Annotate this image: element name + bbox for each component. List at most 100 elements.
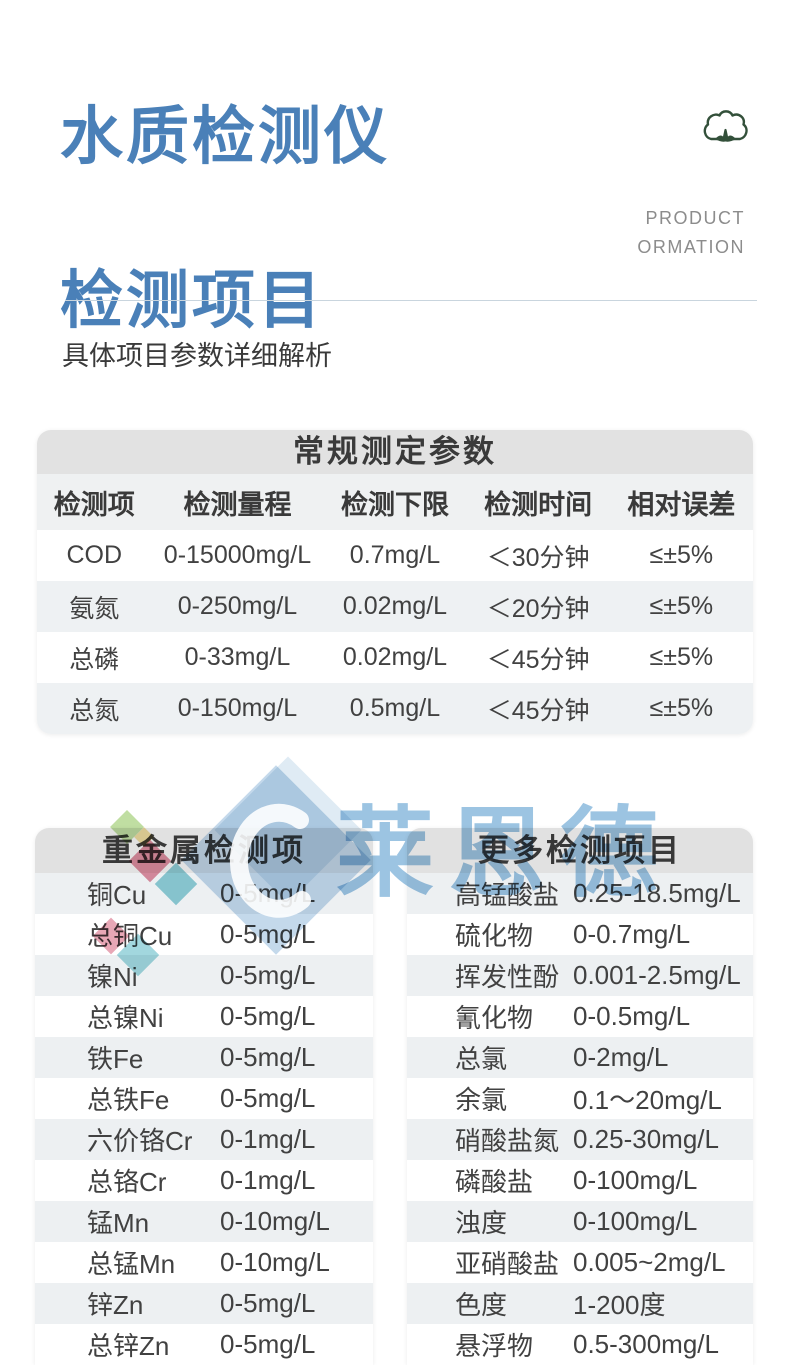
item-range: 0-5mg/L [220,1329,316,1359]
list-item: 高锰酸盐 0.25-18.5mg/L [407,873,753,914]
item-name: 六价铬Cr [87,1126,193,1156]
item-range: 0-5mg/L [220,878,316,908]
cell-item: 总氮 [69,696,120,725]
spacer [35,975,87,976]
item-name: 镍Ni [87,962,138,992]
item-range: 0-1mg/L [220,1124,316,1154]
cell-error: ≤±5% [649,592,714,620]
list-item: 硝酸盐氮 0.25-30mg/L [407,1119,753,1160]
spacer [407,1139,455,1140]
cell-item: 总磷 [69,645,120,674]
item-range: 0-5mg/L [220,1001,316,1031]
column-header: 检测时间 [484,489,593,520]
heavy-metals-panel: 重金属检测项 铜Cu 0-5mg/L 总铜Cu 0-5mg/L 镍Ni 0-5m… [35,828,373,1365]
list-item: 总铁Fe 0-5mg/L [35,1078,373,1119]
list-item: 浊度 0-100mg/L [407,1201,753,1242]
item-name: 悬浮物 [455,1331,534,1361]
item-range: 0-1mg/L [220,1165,316,1195]
spacer [407,1344,455,1345]
item-range: 0-2mg/L [573,1042,669,1072]
item-name: 总氯 [455,1044,508,1074]
cell-range: 0-150mg/L [177,694,298,722]
spacer [407,975,455,976]
item-range: 0-5mg/L [220,1288,316,1318]
cell-lower-limit: 0.5mg/L [349,694,441,722]
table-header-row: 检测项 检测量程 检测下限 检测时间 相对误差 [37,474,753,530]
more-items-panel: 更多检测项目 高锰酸盐 0.25-18.5mg/L 硫化物 0-0.7mg/L … [407,828,753,1365]
list-item: 总镍Ni 0-5mg/L [35,996,373,1037]
item-name: 铁Fe [87,1044,144,1074]
column-header: 检测量程 [183,489,292,520]
item-range: 1-200度 [573,1290,666,1320]
spacer [407,1098,455,1099]
spacer [407,1016,455,1017]
item-name: 磷酸盐 [455,1167,534,1197]
spacer [407,893,455,894]
item-name: 总铁Fe [87,1085,170,1115]
list-item: 铁Fe 0-5mg/L [35,1037,373,1078]
item-name: 锌Zn [87,1290,144,1320]
page-title-line2: 检测项目 [60,266,324,336]
cell-range: 0-250mg/L [177,592,298,620]
list-item: 总锌Zn 0-5mg/L [35,1324,373,1365]
spacer [35,1098,87,1099]
spacer [407,1303,455,1304]
cotton-icon [703,110,748,142]
spacer [35,1344,87,1345]
spacer [35,1303,87,1304]
spacer [35,1180,87,1181]
cell-time: ＜30分钟 [486,543,590,572]
cell-lower-limit: 0.7mg/L [349,541,441,569]
item-name: 锰Mn [87,1208,150,1238]
heavy-metals-list: 铜Cu 0-5mg/L 总铜Cu 0-5mg/L 镍Ni 0-5mg/L 总镍N… [35,873,373,1365]
cell-error: ≤±5% [649,694,714,722]
spacer [35,1057,87,1058]
cell-lower-limit: 0.02mg/L [342,592,448,620]
list-item: 磷酸盐 0-100mg/L [407,1160,753,1201]
item-name: 硫化物 [455,921,534,951]
item-name: 色度 [455,1290,508,1320]
item-range: 0.001-2.5mg/L [573,960,741,990]
cell-time: ＜45分钟 [486,645,590,674]
spacer [35,1262,87,1263]
subtitle: 具体项目参数详细解析 [62,341,332,371]
standard-parameters-title: 常规测定参数 [37,430,753,474]
list-item: 总铜Cu 0-5mg/L [35,914,373,955]
item-name: 总镍Ni [87,1003,164,1033]
item-name: 氰化物 [455,1003,534,1033]
item-name: 挥发性酚 [455,962,560,992]
corner-caption-line1: PRODUCT [645,208,745,228]
item-range: 0.005~2mg/L [573,1247,726,1277]
spacer [35,1221,87,1222]
standard-parameters-table: 常规测定参数 检测项 检测量程 检测下限 检测时间 相对误差 COD 0-150… [37,430,753,734]
table-row: 总氮 0-150mg/L 0.5mg/L ＜45分钟 ≤±5% [37,683,753,734]
column-header: 检测项 [53,489,135,520]
item-range: 0-100mg/L [573,1206,698,1236]
list-item: 硫化物 0-0.7mg/L [407,914,753,955]
corner-caption: PRODUCT ORMATION [637,204,745,262]
list-item: 镍Ni 0-5mg/L [35,955,373,996]
item-range: 0-5mg/L [220,1042,316,1072]
item-range: 0-10mg/L [220,1247,330,1277]
heavy-metals-title: 重金属检测项 [35,828,373,873]
item-name: 浊度 [455,1208,508,1238]
table-row: COD 0-15000mg/L 0.7mg/L ＜30分钟 ≤±5% [37,530,753,581]
item-range: 0-0.5mg/L [573,1001,691,1031]
more-items-list: 高锰酸盐 0.25-18.5mg/L 硫化物 0-0.7mg/L 挥发性酚 0.… [407,873,753,1365]
item-range: 0-5mg/L [220,1083,316,1113]
page-title-line1: 水质检测仪 [60,102,390,172]
item-name: 余氯 [455,1085,508,1115]
cell-range: 0-15000mg/L [163,541,312,569]
list-item: 亚硝酸盐 0.005~2mg/L [407,1242,753,1283]
list-item: 总铬Cr 0-1mg/L [35,1160,373,1201]
item-name: 亚硝酸盐 [455,1249,560,1279]
table-row: 氨氮 0-250mg/L 0.02mg/L ＜20分钟 ≤±5% [37,581,753,632]
list-item: 六价铬Cr 0-1mg/L [35,1119,373,1160]
list-item: 铜Cu 0-5mg/L [35,873,373,914]
item-range: 0-5mg/L [220,960,316,990]
cell-range: 0-33mg/L [184,643,291,671]
item-range: 0.25-30mg/L [573,1124,719,1154]
item-range: 0.1～20mg/L [573,1085,722,1115]
item-range: 0-100mg/L [573,1165,698,1195]
list-item: 锰Mn 0-10mg/L [35,1201,373,1242]
